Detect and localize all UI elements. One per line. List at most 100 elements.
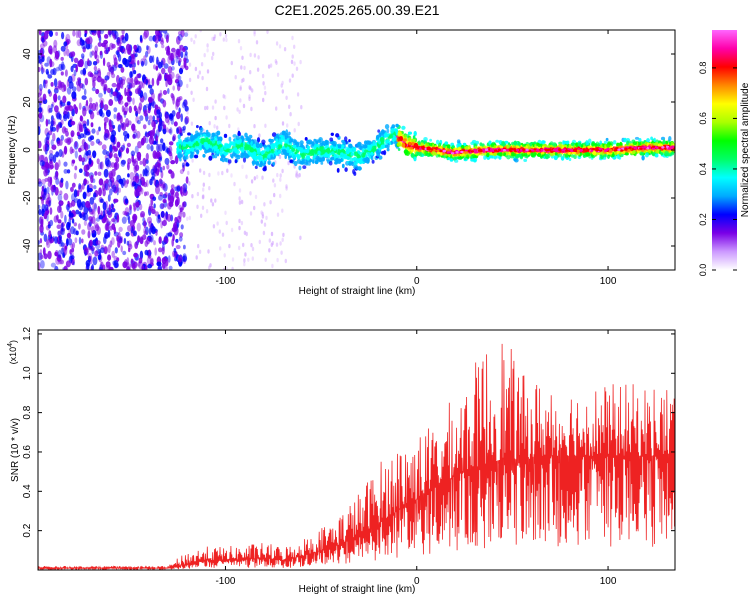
spectrogram-signal-cell [223, 146, 227, 150]
spectrogram-noise-cell [46, 186, 50, 195]
spectrogram-signal-cell [386, 128, 390, 134]
spectrogram-signal-cell [305, 161, 309, 166]
spectrogram-noise-cell [54, 265, 59, 270]
spectrogram-noise-cell [219, 32, 222, 37]
spectrogram-noise-cell [81, 83, 85, 90]
spectrogram-noise-cell [281, 80, 284, 86]
spectrogram-noise-cell [58, 149, 63, 158]
spectrogram-ridge-cell [531, 149, 535, 152]
spectrogram-noise-cell [143, 220, 147, 229]
spectrogram-signal-cell [523, 158, 528, 162]
spectrogram-noise-cell [100, 210, 103, 216]
spectrogram-noise-cell [59, 190, 63, 195]
spectrogram-noise-cell [58, 139, 63, 146]
spectrogram-noise-cell [92, 79, 96, 88]
spectrogram-signal-cell [483, 155, 487, 160]
spectrogram-signal-cell [296, 159, 301, 164]
spectrogram-signal-cell [188, 141, 193, 147]
spectrogram-signal-cell [248, 134, 253, 139]
spectrogram-noise-cell [172, 134, 177, 141]
spectrogram-signal-cell [318, 137, 323, 143]
spectrogram-signal-cell [650, 136, 653, 141]
spectrogram-noise-cell [69, 249, 72, 255]
spectrogram-noise-cell [126, 95, 132, 102]
spectrogram-signal-cell [305, 148, 310, 154]
spectrogram-signal-cell [501, 140, 505, 146]
spectrogram-noise-cell [91, 86, 96, 92]
spectrogram-noise-cell [147, 254, 152, 259]
spectrogram-noise-cell [280, 83, 283, 88]
spectrogram-noise-cell [144, 191, 147, 197]
spectrogram-noise-cell [66, 137, 72, 146]
spectrogram-signal-cell [332, 141, 337, 146]
spectrogram-noise-cell [153, 240, 156, 246]
spectrogram-noise-cell [56, 124, 59, 133]
spectrogram-ridge-cell [643, 146, 648, 149]
spectrogram-noise-cell [90, 141, 95, 146]
spectrogram-noise-cell [111, 168, 116, 177]
spectrogram-signal-cell [325, 140, 329, 146]
spectrogram-signal-cell [214, 154, 218, 159]
spectrogram-noise-cell [57, 193, 63, 202]
spectrogram-noise-cell [85, 200, 91, 208]
spectrogram-noise-cell [100, 112, 105, 118]
spectrogram-noise-cell [89, 255, 93, 265]
spectrogram-noise-cell [113, 114, 117, 119]
spectrogram-signal-cell [258, 163, 262, 168]
spectrogram-noise-cell [258, 133, 261, 138]
spectrogram-signal-cell [317, 150, 321, 155]
spectrogram-signal-cell [412, 135, 416, 140]
spectrogram-signal-cell [340, 152, 344, 156]
spectrogram-noise-cell [230, 173, 233, 178]
spectrogram-noise-cell [261, 175, 264, 180]
spectrogram-noise-cell [44, 30, 49, 40]
spectrogram-noise-cell [92, 61, 98, 66]
spectrogram-noise-cell [66, 86, 72, 95]
spectrogram-noise-cell [170, 184, 175, 190]
spectrogram-noise-cell [71, 148, 75, 153]
spectrogram-noise-cell [78, 183, 82, 190]
spectrogram-noise-cell [49, 219, 54, 227]
spectrogram-noise-cell [49, 207, 53, 215]
spectrogram-noise-cell [172, 51, 177, 59]
spectrogram-ridge-cell [595, 148, 600, 152]
spectrogram-noise-cell [100, 100, 104, 109]
spectrogram-noise-cell [70, 186, 74, 193]
spectrogram-noise-cell [175, 55, 179, 64]
spectrogram-signal-cell [214, 145, 218, 151]
spectrogram-signal-cell [513, 140, 518, 146]
spectrogram-ridge-cell [470, 150, 475, 153]
colorbar-gradient [712, 30, 737, 270]
spectrogram-signal-cell [312, 158, 315, 164]
spectrogram-noise-cell [135, 175, 140, 184]
spectrogram-noise-cell [87, 252, 92, 260]
spectrogram-noise-cell [147, 119, 151, 126]
spectrogram-noise-cell [58, 238, 63, 244]
spectrogram-noise-cell [109, 240, 113, 248]
spectrogram-noise-cell [71, 51, 76, 57]
spectrogram-noise-cell [67, 202, 73, 208]
spectrogram-signal-cell [603, 140, 609, 144]
spectrogram-noise-cell [222, 37, 225, 42]
x-tick-label: 100 [600, 576, 617, 587]
spectrogram-signal-cell [270, 154, 273, 160]
spectrogram-noise-cell [91, 263, 94, 270]
spectrogram-noise-cell [186, 83, 189, 89]
spectrogram-signal-cell [330, 132, 334, 136]
spectrogram-noise-cell [94, 50, 98, 60]
spectrogram-ridge-cell [658, 146, 662, 150]
spectrogram-noise-cell [177, 34, 183, 41]
spectrogram-noise-cell [137, 156, 141, 161]
spectrogram-noise-cell [164, 73, 168, 80]
spectrogram-noise-cell [156, 168, 160, 176]
spectrogram-signal-cell [670, 141, 674, 146]
snr-panel: -100 0 100 0.20.40.60.81.01.2 Height of st… [7, 327, 676, 595]
spectrogram-signal-cell [307, 145, 310, 150]
spectrogram-noise-cell [101, 42, 106, 48]
spectrogram-noise-cell [275, 106, 278, 111]
spectrogram-noise-cell [107, 154, 111, 162]
spectrogram-noise-cell [299, 235, 302, 240]
spectrogram-noise-cell [117, 124, 121, 133]
spectrogram-noise-cell [79, 83, 84, 89]
spectrogram-signal-cell [304, 137, 308, 141]
